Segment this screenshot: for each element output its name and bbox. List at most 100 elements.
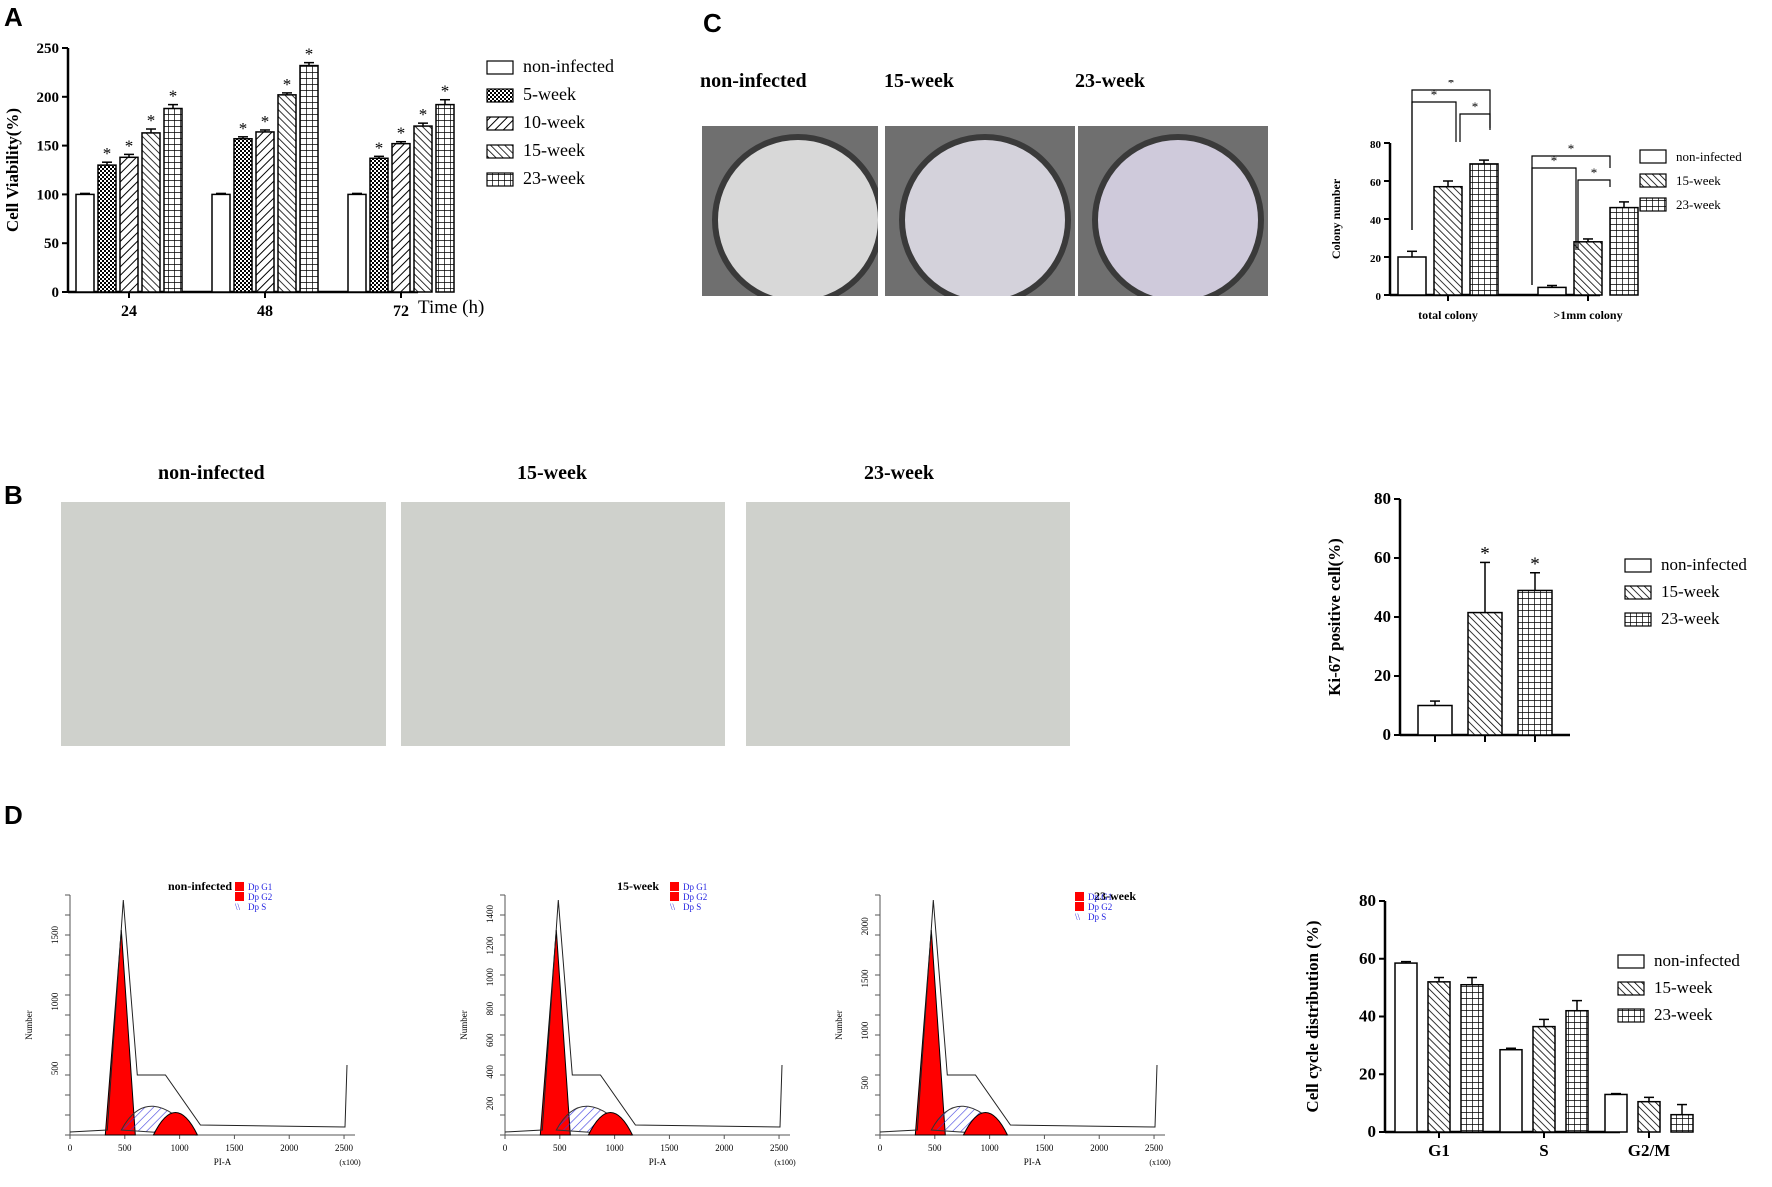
svg-text:1500: 1500 <box>225 1143 244 1153</box>
svg-text:23-week: 23-week <box>1661 609 1720 628</box>
svg-text:>1mm colony: >1mm colony <box>1553 308 1622 322</box>
colony-plate-15-week <box>885 126 1075 296</box>
svg-text:500: 500 <box>928 1143 942 1153</box>
svg-text:40: 40 <box>1374 607 1391 626</box>
svg-text:0: 0 <box>878 1143 883 1153</box>
svg-text:*: * <box>169 87 178 106</box>
svg-text:15-week: 15-week <box>523 140 585 160</box>
svg-text:80: 80 <box>1359 891 1376 910</box>
svg-text:2000: 2000 <box>1090 1143 1109 1153</box>
svg-text:Dp G1: Dp G1 <box>248 882 272 892</box>
svg-text:1000: 1000 <box>606 1143 625 1153</box>
svg-text:(x100): (x100) <box>1149 1158 1171 1167</box>
svg-text:40: 40 <box>1359 1007 1376 1026</box>
colony-title-non-infected: non-infected <box>700 70 807 92</box>
svg-text:20: 20 <box>1370 253 1382 265</box>
svg-text:23-week: 23-week <box>1094 889 1136 903</box>
chart-a-cell-viability: 0 50 100 150 200 250 Cell Viability(%) * * * * 24 * *… <box>3 41 614 320</box>
colony-plate-non-infected <box>702 126 878 296</box>
svg-text:1500: 1500 <box>50 926 60 945</box>
svg-text:20: 20 <box>1359 1064 1376 1083</box>
svg-text:48: 48 <box>257 303 273 320</box>
svg-text:\\: \\ <box>235 902 241 912</box>
ihc-title-15-week: 15-week <box>517 462 587 484</box>
svg-text:200: 200 <box>37 90 60 106</box>
svg-text:(x100): (x100) <box>339 1158 361 1167</box>
svg-text:200: 200 <box>485 1096 495 1110</box>
svg-text:2500: 2500 <box>335 1143 354 1153</box>
svg-text:2000: 2000 <box>715 1143 734 1153</box>
ihc-image-non-infected <box>61 502 386 746</box>
svg-text:23-week: 23-week <box>1676 197 1721 212</box>
svg-text:Ki-67 positive cell(%): Ki-67 positive cell(%) <box>1325 538 1344 696</box>
svg-text:23-week: 23-week <box>1654 1005 1713 1024</box>
panel-label-b: B <box>4 480 23 510</box>
svg-text:non-infected: non-infected <box>1654 951 1740 970</box>
svg-text:1000: 1000 <box>485 968 495 987</box>
svg-text:*: * <box>375 138 384 157</box>
svg-text:0: 0 <box>1376 291 1382 303</box>
svg-text:0: 0 <box>1368 1122 1377 1141</box>
svg-text:500: 500 <box>553 1143 567 1153</box>
panel-label-c: C <box>703 8 722 38</box>
svg-text:*: * <box>1472 99 1479 114</box>
svg-text:Dp G1: Dp G1 <box>683 882 707 892</box>
panel-label-a: A <box>4 2 23 32</box>
svg-text:non-infected: non-infected <box>1676 149 1742 164</box>
svg-text:*: * <box>261 112 270 131</box>
svg-text:Colony number: Colony number <box>1329 178 1343 259</box>
svg-text:PI-A: PI-A <box>649 1157 667 1167</box>
flow-histograms: non-infected 500 1000 1500 Number 0 500 1000 150… <box>24 879 1171 1167</box>
svg-text:1000: 1000 <box>860 1021 870 1040</box>
svg-text:250: 250 <box>37 41 60 57</box>
svg-text:*: * <box>283 75 292 94</box>
svg-text:*: * <box>1530 554 1540 575</box>
svg-text:1200: 1200 <box>485 936 495 955</box>
svg-text:Cell Viability(%): Cell Viability(%) <box>3 108 22 232</box>
svg-text:*: * <box>1448 80 1455 90</box>
svg-text:80: 80 <box>1370 139 1382 151</box>
svg-text:\\: \\ <box>670 902 676 912</box>
svg-text:400: 400 <box>485 1065 495 1079</box>
svg-text:G1: G1 <box>1428 1141 1450 1160</box>
svg-text:2500: 2500 <box>1145 1143 1164 1153</box>
svg-text:60: 60 <box>1374 548 1391 567</box>
svg-text:non-infected: non-infected <box>523 56 614 76</box>
colony-title-23-week: 23-week <box>1075 70 1145 92</box>
svg-text:total colony: total colony <box>1418 308 1478 322</box>
svg-text:1000: 1000 <box>50 992 60 1011</box>
svg-text:*: * <box>103 144 112 163</box>
svg-text:*: * <box>125 136 134 155</box>
svg-text:0: 0 <box>52 285 60 301</box>
svg-text:15-week: 15-week <box>1676 173 1721 188</box>
svg-text:15-week: 15-week <box>1654 978 1713 997</box>
svg-text:72: 72 <box>393 303 409 320</box>
svg-text:24: 24 <box>121 303 137 320</box>
svg-text:23-week: 23-week <box>523 168 585 188</box>
svg-text:PI-A: PI-A <box>214 1157 232 1167</box>
svg-text:*: * <box>441 82 450 101</box>
svg-text:150: 150 <box>37 139 60 155</box>
svg-text:1500: 1500 <box>660 1143 679 1153</box>
svg-text:15-week: 15-week <box>617 879 659 893</box>
svg-text:*: * <box>419 105 428 124</box>
svg-text:0: 0 <box>503 1143 508 1153</box>
colony-title-15-week: 15-week <box>884 70 954 92</box>
svg-text:5-week: 5-week <box>523 84 576 104</box>
svg-text:Dp S: Dp S <box>1088 912 1106 922</box>
svg-text:1400: 1400 <box>485 904 495 923</box>
panel-label-d: D <box>4 800 23 830</box>
svg-text:600: 600 <box>485 1033 495 1047</box>
svg-text:S: S <box>1539 1141 1548 1160</box>
svg-text:*: * <box>1431 87 1438 102</box>
svg-text:50: 50 <box>44 236 59 252</box>
svg-text:1000: 1000 <box>981 1143 1000 1153</box>
ihc-image-15-week <box>401 502 725 746</box>
svg-text:Dp G1: Dp G1 <box>1088 892 1112 902</box>
ihc-title-non-infected: non-infected <box>158 462 265 484</box>
svg-text:Number: Number <box>459 1010 469 1040</box>
svg-text:2000: 2000 <box>280 1143 299 1153</box>
svg-text:15-week: 15-week <box>1661 582 1720 601</box>
svg-text:*: * <box>1591 165 1598 180</box>
svg-text:Dp S: Dp S <box>248 902 266 912</box>
